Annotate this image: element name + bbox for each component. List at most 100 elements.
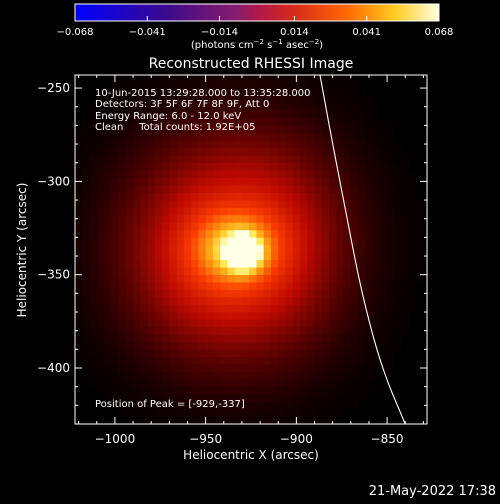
heatmap-cell bbox=[125, 319, 134, 328]
heatmap-cell bbox=[212, 289, 221, 298]
heatmap-cell bbox=[140, 75, 148, 81]
heatmap-cell bbox=[314, 349, 323, 358]
heatmap-cell bbox=[314, 364, 323, 373]
heatmap-cell bbox=[285, 200, 294, 208]
heatmap-cell bbox=[372, 244, 381, 253]
heatmap-cell bbox=[299, 274, 308, 283]
heatmap-cell bbox=[241, 304, 250, 313]
heatmap-cell bbox=[125, 371, 134, 380]
heatmap-cell bbox=[307, 192, 315, 201]
heatmap-cell bbox=[256, 274, 264, 283]
heatmap-cell bbox=[343, 267, 352, 275]
heatmap-cell bbox=[278, 177, 286, 186]
heatmap-cell bbox=[147, 267, 156, 275]
heatmap-cell bbox=[104, 88, 112, 96]
heatmap-cell bbox=[314, 95, 323, 104]
heatmap-cell bbox=[191, 125, 199, 134]
heatmap-cell bbox=[147, 214, 156, 223]
heatmap-cell bbox=[162, 229, 170, 238]
heatmap-cell bbox=[379, 207, 388, 216]
heatmap-cell bbox=[256, 125, 264, 134]
heatmap-cell bbox=[329, 401, 337, 410]
heatmap-cell bbox=[227, 200, 235, 208]
heatmap-cell bbox=[285, 222, 294, 231]
heatmap-cell bbox=[299, 229, 308, 238]
heatmap-cell bbox=[96, 252, 105, 261]
heatmap-cell bbox=[162, 155, 170, 164]
heatmap-cell bbox=[270, 386, 279, 395]
heatmap-cell bbox=[96, 95, 105, 104]
heatmap-cell bbox=[263, 95, 272, 104]
heatmap-cell bbox=[220, 326, 228, 335]
heatmap-cell bbox=[379, 259, 388, 268]
heatmap-cell bbox=[256, 304, 264, 313]
heatmap-cell bbox=[263, 416, 272, 424]
heatmap-cell bbox=[256, 147, 264, 156]
heatmap-cell bbox=[249, 312, 257, 320]
heatmap-cell bbox=[147, 155, 156, 164]
heatmap-cell bbox=[379, 289, 388, 298]
heatmap-cell bbox=[358, 282, 366, 290]
heatmap-cell bbox=[234, 326, 243, 335]
heatmap-cell bbox=[372, 117, 381, 126]
heatmap-cell bbox=[183, 222, 192, 231]
heatmap-cell bbox=[401, 259, 410, 268]
heatmap-cell bbox=[278, 200, 286, 208]
heatmap-cell bbox=[140, 312, 148, 320]
heatmap-cell bbox=[234, 237, 243, 246]
heatmap-cell bbox=[241, 334, 250, 343]
heatmap-cell bbox=[314, 371, 323, 380]
heatmap-cell bbox=[307, 244, 315, 253]
heatmap-cell bbox=[292, 200, 301, 208]
heatmap-cell bbox=[299, 364, 308, 373]
heatmap-cell bbox=[212, 102, 221, 111]
heatmap-cell bbox=[227, 170, 235, 178]
heatmap-cell bbox=[336, 162, 344, 171]
heatmap-cell bbox=[133, 312, 141, 320]
heatmap-cell bbox=[75, 140, 83, 149]
heatmap-cell bbox=[256, 409, 264, 417]
heatmap-cell bbox=[256, 185, 264, 193]
heatmap-cell bbox=[343, 102, 352, 111]
heatmap-cell bbox=[104, 110, 112, 119]
heatmap-cell bbox=[387, 312, 395, 320]
heatmap-cell bbox=[75, 289, 83, 298]
heatmap-cell bbox=[249, 132, 257, 141]
heatmap-cell bbox=[118, 214, 127, 223]
heatmap-cell bbox=[176, 95, 185, 104]
y-axis-label: Heliocentric Y (arcsec) bbox=[15, 183, 29, 318]
heatmap-cell bbox=[336, 185, 344, 193]
heatmap-cell bbox=[140, 297, 148, 305]
heatmap-cell bbox=[212, 379, 221, 387]
heatmap-cell bbox=[314, 125, 323, 134]
heatmap-cell bbox=[191, 416, 199, 424]
heatmap-cell bbox=[336, 319, 344, 328]
heatmap-cell bbox=[118, 394, 127, 402]
heatmap-cell bbox=[387, 185, 395, 193]
heatmap-cell bbox=[118, 155, 127, 164]
heatmap-cell bbox=[350, 102, 359, 111]
heatmap-cell bbox=[104, 356, 112, 365]
heatmap-cell bbox=[162, 334, 170, 343]
heatmap-cell bbox=[205, 185, 214, 193]
heatmap-cell bbox=[162, 304, 170, 313]
heatmap-cell bbox=[169, 88, 177, 96]
heatmap-cell bbox=[299, 117, 308, 126]
heatmap-cell bbox=[220, 185, 228, 193]
heatmap-cell bbox=[329, 95, 337, 104]
heatmap-cell bbox=[263, 394, 272, 402]
heatmap-cell bbox=[343, 394, 352, 402]
heatmap-cell bbox=[249, 297, 257, 305]
heatmap-cell bbox=[227, 282, 235, 290]
heatmap-cell bbox=[263, 88, 272, 96]
heatmap-cell bbox=[365, 244, 373, 253]
heatmap-cell bbox=[314, 117, 323, 126]
heatmap-cell bbox=[118, 207, 127, 216]
heatmap-cell bbox=[140, 379, 148, 387]
heatmap-cell bbox=[82, 267, 90, 275]
heatmap-cell bbox=[176, 394, 185, 402]
heatmap-cell bbox=[350, 207, 359, 216]
heatmap-cell bbox=[401, 162, 410, 171]
heatmap-cell bbox=[183, 244, 192, 253]
chart-title: Reconstructed RHESSI Image bbox=[149, 56, 354, 72]
